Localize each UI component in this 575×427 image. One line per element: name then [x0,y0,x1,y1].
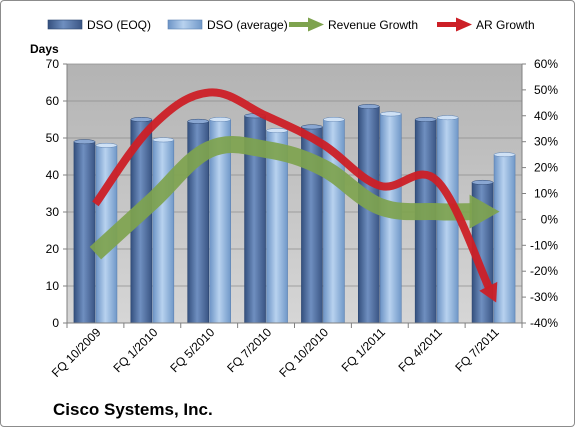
legend-label-dso-average: DSO (average) [207,18,288,32]
bar-top-dso-eoq [414,117,437,122]
y-right-tick-label: 10% [534,187,558,201]
y-left-tick-label: 20 [46,242,60,256]
bar-top-dso-average [152,137,175,143]
y-left-axis-title: Days [30,42,59,56]
x-tick-label: FQ 7/2010 [224,325,274,375]
y-right-tick-label: -30% [530,290,558,304]
bar-top-dso-eoq [187,118,209,124]
bar-top-dso-average [266,128,288,134]
y-right-tick-label: -10% [530,238,558,252]
y-left-tick-label: 50 [46,131,60,145]
bar-dso-eoq [414,119,437,324]
bar-top-dso-average [323,117,345,122]
y-right-tick-label: 40% [534,109,558,123]
legend-swatch-dso-eoq [47,19,83,30]
arrowhead-revenue-growth [469,194,500,229]
bar-dso-eoq [73,141,96,324]
legend-label-ar-growth: AR Growth [476,18,535,32]
y-right-tick-label: 30% [534,135,558,149]
line-ar-growth [92,88,493,290]
bar-top-dso-eoq [301,124,323,130]
legend-label-revenue-growth: Revenue Growth [328,18,418,32]
line-revenue-growth [89,136,472,260]
x-tick-label: FQ 10/2009 [49,325,104,380]
company-name: Cisco Systems, Inc. [53,400,213,419]
x-tick-label: FQ 5/2010 [167,325,217,375]
legend: DSO (EOQ) DSO (average) Revenue Growth A… [47,17,535,32]
bar-dso-average [152,139,175,324]
bar-top-dso-average [95,142,118,148]
y-left-tick-label: 40 [46,168,60,182]
y-left-tick-label: 0 [52,316,59,330]
series-lines [89,88,500,303]
legend-label-dso-eoq: DSO (EOQ) [87,18,151,32]
arrowhead-ar-growth [479,281,498,303]
x-tick-label: FQ 1/2010 [110,325,160,375]
x-tick-label: FQ 7/2011 [452,325,502,375]
legend-arrow-ar-growth [456,17,472,32]
bar-top-dso-average [493,152,516,158]
y-right-tick-label: 50% [534,83,558,97]
legend-swatch-dso-average [167,19,203,30]
y-right-tick-label: -20% [530,264,558,278]
x-tick-label: FQ 4/2011 [395,325,445,375]
y-left-tick-label: 70 [46,57,60,71]
y-right-tick-label: 0% [541,212,559,226]
bar-top-dso-eoq [358,104,380,110]
bar-top-dso-eoq [73,139,96,145]
y-right-tick-label: -40% [530,316,558,330]
bar-top-dso-average [436,115,459,121]
bars [73,104,516,324]
x-tick-label: FQ 1/2011 [339,325,389,375]
bar-top-dso-eoq [471,179,494,185]
y-left-tick-label: 10 [46,279,60,293]
bar-top-dso-eoq [130,117,153,122]
bar-top-dso-average [380,111,402,117]
x-tick-label: FQ 10/2010 [276,325,331,380]
bar-dso-eoq [358,106,380,324]
bar-dso-average [493,154,516,324]
y-right-tick-label: 60% [534,57,558,71]
legend-arrow-revenue-growth [308,17,324,32]
y-left-tick-label: 30 [46,205,60,219]
bar-top-dso-average [209,117,231,122]
y-right-tick-label: 20% [534,161,558,175]
y-left-tick-label: 60 [46,94,60,108]
